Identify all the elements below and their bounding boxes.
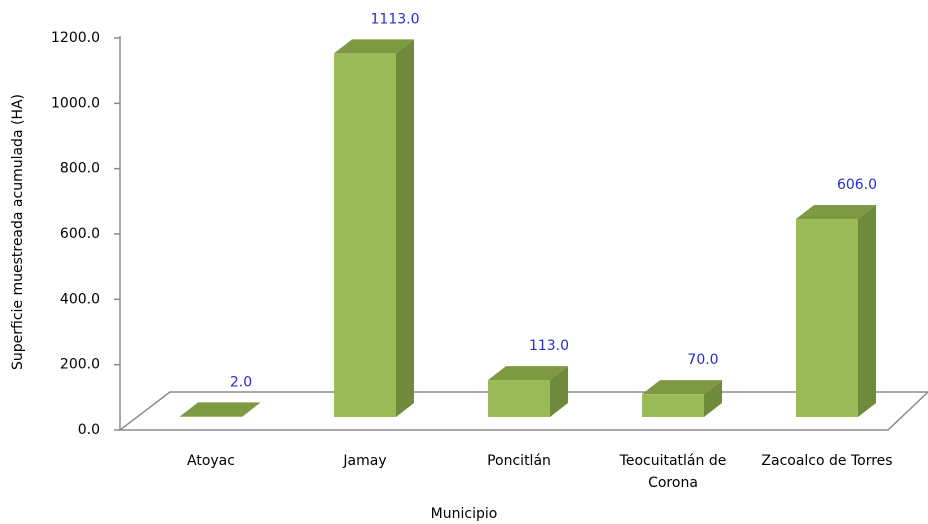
x-axis-title: Municipio [431,506,498,522]
y-tick-label: 0.0 [78,422,100,438]
bar [488,380,550,417]
floor [117,391,928,431]
bar-side [242,402,260,417]
bar-top [642,380,722,395]
bar-side [704,380,722,417]
value-label: 70.0 [687,352,718,368]
y-axis-title: Superficie muestreada acumulada (HA) [10,94,26,370]
y-tick-label: 1000.0 [51,95,100,111]
bar-side [550,366,568,417]
bar-top [796,205,876,220]
bar-side [858,205,876,417]
y-tick-label: 1200.0 [51,30,100,46]
value-label: 113.0 [529,338,569,354]
x-tick-label: Poncitlán [487,453,551,469]
bar-side [396,39,414,418]
value-label: 2.0 [230,374,252,390]
y-tick-label: 200.0 [60,357,100,373]
bar-top [488,366,568,381]
bar [642,394,704,417]
x-tick-label: Zacoalco de Torres [761,453,893,469]
x-tick-label: Teocuitatlán de Corona [619,453,727,491]
bar-top [180,402,260,417]
value-label: 1113.0 [371,11,420,27]
bar [334,53,396,418]
y-tick-label: 600.0 [60,226,100,242]
x-tick-label: Atoyac [187,453,235,469]
x-tick-label: Jamay [343,453,387,469]
y-tick-label: 400.0 [60,291,100,307]
bar [180,416,242,417]
bar-top [334,39,414,54]
y-tick-label: 800.0 [60,161,100,177]
bar [796,219,858,417]
value-label: 606.0 [837,177,877,193]
